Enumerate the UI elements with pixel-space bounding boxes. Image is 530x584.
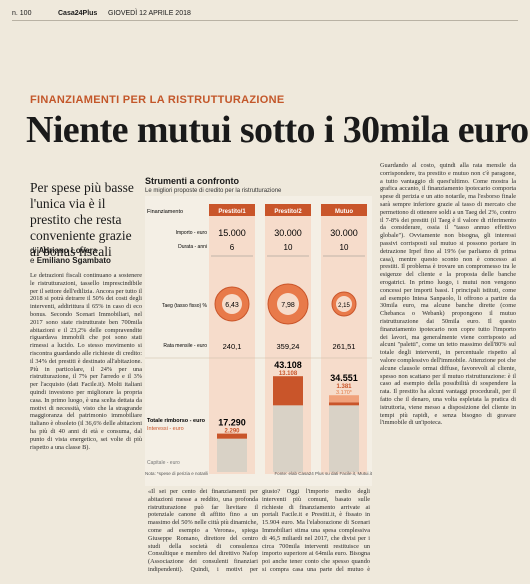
total-label-3: 34.551: [330, 373, 358, 383]
total-label-2: 43.108: [274, 360, 302, 370]
author-1: Adriano Lovera: [38, 246, 98, 255]
infobox-title: Strumenti a confronto: [145, 176, 239, 186]
bar-capital-1: [217, 438, 247, 472]
interest-label-2: 13.108: [279, 371, 298, 377]
byline: di Adriano Lovera e Emiliano Sgambato: [30, 246, 142, 266]
taeg-inner-3: [336, 296, 352, 312]
row-label-durata: Durata - anni: [178, 244, 207, 250]
author-2: Emiliano Sgambato: [36, 256, 111, 265]
col-band-1: [209, 204, 255, 474]
body-column-3: giusto? Oggi l'importo medio degli inter…: [262, 488, 370, 573]
body-column-2: «Il sei per cento dei finanziamenti per …: [148, 488, 258, 573]
comparison-chart: Finanziamento Prestito/1 Prestito/2 Mutu…: [145, 196, 372, 486]
col-header-label: Finanziamento: [147, 209, 183, 215]
interest-label-1: 2.290: [224, 429, 240, 435]
infobox-subtitle: Le migliori proposte di credito per la r…: [145, 188, 282, 194]
taeg-1: 6,43: [225, 302, 239, 309]
interests-label: Interessi - euro: [147, 426, 184, 432]
rata-2: 359,24: [277, 342, 300, 351]
total-label-1: 17.290: [218, 418, 246, 428]
bar-capital-2: [273, 405, 303, 472]
bar-interest-1: [217, 433, 247, 439]
taeg-3: 2,15: [338, 303, 350, 309]
infobox-source: Fonte: elab Casa24 Plus su dati Facile.i…: [274, 471, 372, 476]
subheadline: Per spese più basse l'unica via è il pre…: [30, 180, 134, 259]
headline: Niente mutui sotto i 30mila euro: [26, 109, 529, 151]
kicker: FINANZIAMENTI PER LA RISTRUTTURAZIONE: [30, 94, 285, 106]
taeg-inner-2: [277, 293, 299, 315]
col-header-3: Mutuo: [335, 209, 353, 215]
bar-interest-3: [329, 402, 359, 406]
infobox-note: Nota: *spese di perizia e notarili: [145, 471, 209, 476]
importo-2: 30.000: [274, 228, 302, 238]
bar-capital-3: [329, 405, 359, 472]
page-number: n. 100: [12, 10, 32, 17]
byline-prefix: di: [30, 246, 37, 255]
capital-label: Capitale - euro: [147, 460, 180, 466]
infobox: Strumenti a confronto Le migliori propos…: [145, 176, 372, 486]
masthead: Casa24Plus: [58, 10, 98, 17]
rata-1: 240,1: [223, 342, 242, 351]
issue-date: GIOVEDÌ 12 APRILE 2018: [108, 10, 191, 17]
bar-extra-3: [329, 395, 359, 403]
rata-3: 261,51: [333, 342, 356, 351]
importo-1: 15.000: [218, 228, 246, 238]
body-column-4: Guardando al costo, quindi alla rata men…: [380, 162, 516, 427]
col-header-1: Prestito/1: [218, 209, 246, 215]
row-label-taeg: Taeg (tasso fisso) %: [162, 303, 208, 309]
taeg-2: 7,98: [281, 302, 295, 309]
row-label-rata: Rata mensile - euro: [163, 343, 207, 349]
durata-1: 6: [230, 243, 235, 252]
extra-label-3: 3.170*: [336, 390, 353, 396]
bar-interest-2: [273, 376, 303, 406]
interest-label-3: 1.381: [336, 384, 352, 390]
totals-label: Totale rimborso - euro: [147, 418, 206, 424]
importo-3: 30.000: [330, 228, 358, 238]
durata-2: 10: [284, 243, 293, 252]
durata-3: 10: [340, 243, 349, 252]
body-column-1: Le detrazioni fiscali continuano a soste…: [30, 272, 142, 451]
byline-conj: e: [30, 256, 35, 265]
col-header-2: Prestito/2: [274, 209, 302, 215]
row-label-importo: Importo - euro: [176, 230, 208, 236]
page-header: n. 100 Casa24Plus GIOVEDÌ 12 APRILE 2018: [12, 8, 518, 21]
taeg-inner-1: [222, 294, 242, 314]
